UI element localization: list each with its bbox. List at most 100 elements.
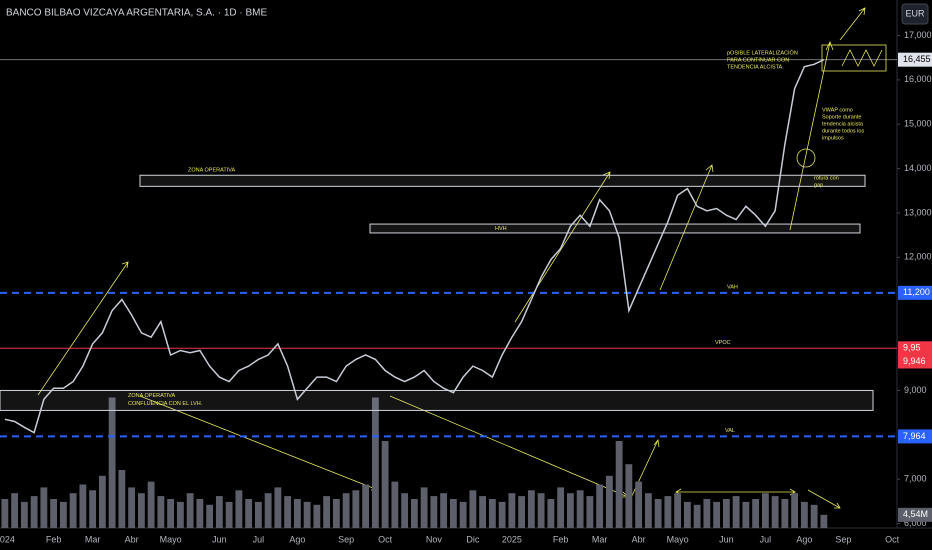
x-tick-label: Feb: [46, 534, 62, 544]
x-tick-label: Jul: [253, 534, 265, 544]
volume-bar: [713, 501, 721, 528]
volume-bar: [59, 501, 67, 528]
arrow: [514, 171, 611, 323]
level-label: 9,946: [903, 356, 926, 366]
volume-bar: [527, 490, 535, 528]
volume-bar: [69, 493, 77, 528]
volume-bar: [50, 499, 58, 528]
volume-bar: [391, 481, 399, 528]
volume-bar: [537, 493, 545, 528]
zigzag: [841, 49, 883, 67]
note: Soporte durante: [822, 114, 861, 120]
x-tick-label: Feb: [553, 534, 569, 544]
volume-bar: [752, 499, 760, 528]
y-tick-label: 14,000: [904, 163, 932, 173]
volume-bar: [313, 504, 321, 528]
arrow: [839, 7, 866, 41]
volume-bar: [488, 499, 496, 528]
volume-bar: [557, 487, 565, 528]
volume-bar: [508, 493, 516, 528]
note: gap: [814, 182, 823, 188]
volume-bar: [644, 493, 652, 528]
volume-bar: [635, 481, 643, 528]
y-tick-label: 15,000: [904, 119, 932, 129]
y-tick-label: 13,000: [904, 207, 932, 217]
level-label: 9,95: [903, 343, 921, 353]
y-tick-label: 9,000: [904, 385, 927, 395]
volume-bar: [235, 490, 243, 528]
volume-bar: [147, 481, 155, 528]
volume-bar: [20, 501, 28, 528]
volume-bar: [215, 496, 223, 528]
y2-tick-label: 4,54M: [903, 509, 928, 519]
x-tick-label: Mar: [592, 534, 608, 544]
volume-bar: [225, 501, 233, 528]
x-tick-label: Jul: [760, 534, 772, 544]
volume-bar: [430, 496, 438, 528]
level-box: [898, 341, 932, 356]
x-tick-label: Mar: [85, 534, 101, 544]
volume-bar: [30, 496, 38, 528]
x-tick-label: Mayo: [160, 534, 182, 544]
x-tick-label: Dic: [466, 534, 479, 544]
volume-bar: [254, 501, 262, 528]
volume-bar: [615, 441, 623, 528]
volume-bar: [596, 484, 604, 528]
volume-bar: [264, 493, 272, 528]
y-tick-label: 12,000: [904, 252, 932, 262]
x-tick-label: Sep: [338, 534, 354, 544]
volume-bar: [566, 493, 574, 528]
note: impulsos: [822, 135, 844, 141]
volume-bar: [498, 501, 506, 528]
x-tick-label: Oct: [885, 534, 900, 544]
volume-bar: [98, 475, 106, 528]
y-tick-label: 16,000: [904, 74, 932, 84]
x-tick-label: Abr: [125, 534, 139, 544]
volume-bar: [362, 484, 370, 528]
chart-title: BANCO BILBAO VIZCAYA ARGENTARIA, S.A. · …: [6, 8, 268, 19]
arrow: [37, 261, 129, 396]
volume-bar: [576, 490, 584, 528]
volume-bar: [274, 487, 282, 528]
volume-bar: [323, 496, 331, 528]
volume-bar: [303, 501, 311, 528]
zone-label: ZONA OPERATIVA: [128, 393, 175, 399]
volume-bar: [479, 496, 487, 528]
volume-bar: [761, 493, 769, 528]
x-tick-label: Mayo: [667, 534, 689, 544]
volume-bar: [674, 493, 682, 528]
x-tick-label: Ago: [289, 534, 305, 544]
volume-bar: [293, 499, 301, 528]
y-tick-label: 7,000: [904, 474, 927, 484]
volume-bar: [371, 397, 379, 528]
x-tick-label: 2025: [502, 534, 522, 544]
note: TENDENCIA ALCISTA.: [727, 64, 784, 70]
volume-bar: [381, 441, 389, 528]
volume-bar: [11, 493, 19, 528]
note: durante todos los: [822, 128, 864, 134]
volume-bar: [703, 499, 711, 528]
volume-bar: [810, 504, 818, 528]
volume-bar: [167, 499, 175, 528]
volume-bar: [108, 397, 116, 528]
note: pOSIBLE LATERALIZACIÓN: [727, 49, 798, 56]
x-tick-label: Sep: [835, 534, 851, 544]
level-box: [898, 354, 932, 369]
arrow: [659, 164, 714, 291]
volume-bar: [722, 499, 730, 528]
volume-bar: [40, 487, 48, 528]
x-tick-label: Oct: [378, 534, 393, 544]
volume-bar: [459, 501, 467, 528]
arrow: [807, 489, 841, 509]
level-box: [898, 285, 932, 300]
volume-bar: [449, 499, 457, 528]
volume-bar: [1, 499, 9, 528]
note: PARA CONTINUAR CON: [727, 57, 789, 63]
note: tendencia alcista: [822, 121, 864, 127]
x-tick-label: Jun: [212, 534, 227, 544]
note: rotura con: [814, 175, 839, 181]
level-label: 16,455: [903, 54, 931, 64]
zone-label: HVH: [495, 226, 507, 232]
volume-bar: [771, 496, 779, 528]
